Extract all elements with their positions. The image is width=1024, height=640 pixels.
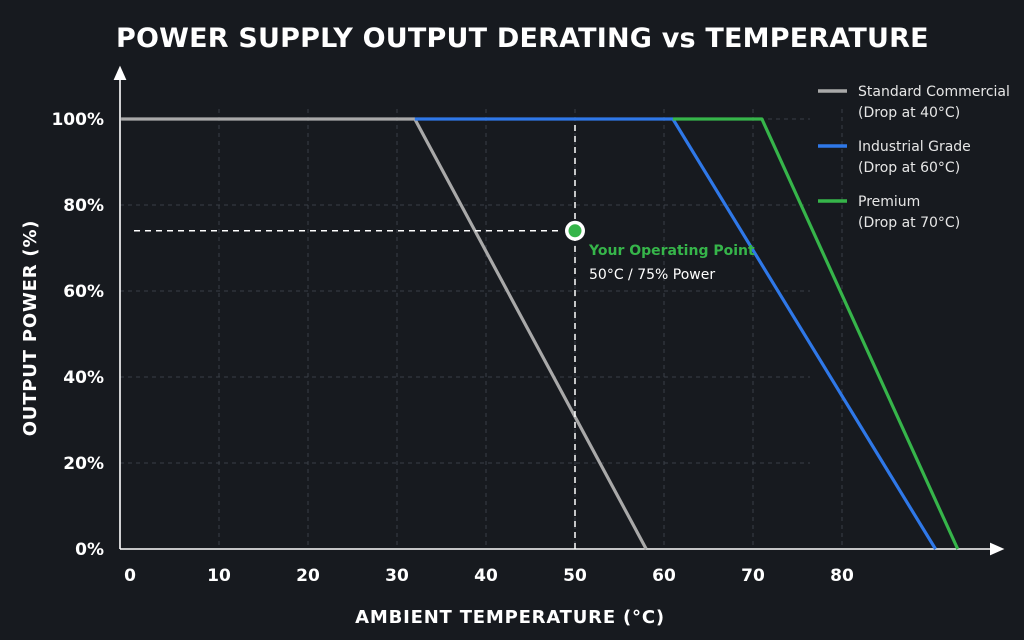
y-tick-label: 20% xyxy=(63,454,104,474)
series-lines xyxy=(121,117,960,550)
operating-point-marker xyxy=(568,224,582,238)
legend-entry-sublabel: (Drop at 60°C) xyxy=(858,160,960,176)
y-tick-label: 80% xyxy=(63,196,104,216)
y-tick-label: 60% xyxy=(63,282,104,302)
y-tick-label: 40% xyxy=(63,368,104,388)
x-tick-label: 50 xyxy=(563,566,587,586)
x-tick-label: 80 xyxy=(830,566,854,586)
y-tick-label: 0% xyxy=(75,540,104,560)
x-tick-label: 10 xyxy=(207,566,231,586)
grid xyxy=(120,109,843,549)
x-tick-label: 30 xyxy=(385,566,409,586)
chart-title: POWER SUPPLY OUTPUT DERATING vs TEMPERAT… xyxy=(116,23,929,54)
legend-entry-sublabel: (Drop at 70°C) xyxy=(858,215,960,231)
x-tick-label: 40 xyxy=(474,566,498,586)
operating-point-annotation: Your Operating Point 50°C / 75% Power xyxy=(134,125,755,549)
legend-entry-sublabel: (Drop at 40°C) xyxy=(858,105,960,121)
series-line-industrial-grade xyxy=(414,117,937,550)
operating-point-title: Your Operating Point xyxy=(588,243,755,259)
x-tick-label: 60 xyxy=(652,566,676,586)
x-tick-label: 0 xyxy=(124,566,136,586)
legend: Standard Commercial (Drop at 40°C) Industr… xyxy=(818,84,1010,231)
legend-entry-name: Premium xyxy=(858,194,920,210)
y-axis-ticks: 0% 20% 40% 60% 80% 100% xyxy=(51,110,104,560)
legend-entry-name: Standard Commercial xyxy=(858,84,1010,100)
axes xyxy=(113,65,1005,556)
y-tick-label: 100% xyxy=(51,110,104,130)
y-axis-title: OUTPUT POWER (%) xyxy=(20,220,41,437)
series-line-premium xyxy=(672,117,960,550)
x-axis-ticks: 0 10 20 30 40 50 60 70 80 xyxy=(124,566,854,586)
x-tick-label: 70 xyxy=(741,566,765,586)
x-tick-label: 20 xyxy=(296,566,320,586)
series-line-standard-commercial xyxy=(121,117,648,550)
legend-entry-name: Industrial Grade xyxy=(858,139,971,155)
operating-point-subtitle: 50°C / 75% Power xyxy=(589,267,715,283)
x-axis-title: AMBIENT TEMPERATURE (°C) xyxy=(355,607,665,628)
